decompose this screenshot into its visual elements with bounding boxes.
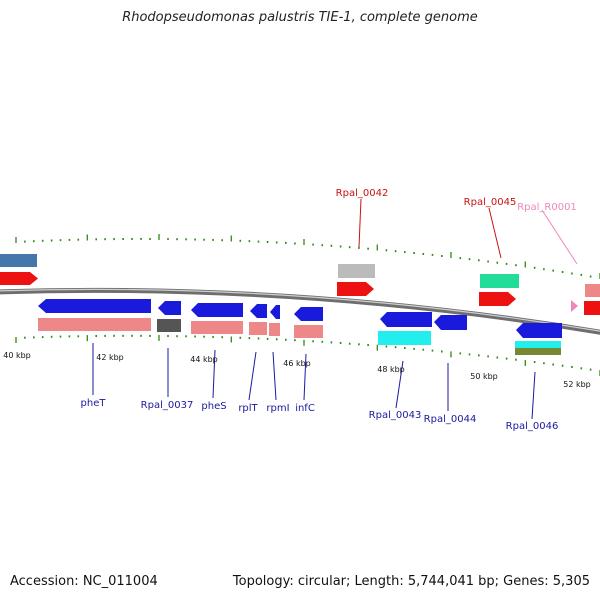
gene-label-Rpal_0037: Rpal_0037	[141, 400, 194, 411]
label-leader-lines	[92, 343, 536, 420]
gene-bar-rpmI	[269, 323, 280, 336]
rna-Rpal_R0001	[571, 300, 578, 312]
scale-label-46kbp: 46 kbp	[283, 359, 311, 368]
outer-scale-ticks	[15, 234, 600, 279]
label-leader-rna	[541, 209, 578, 265]
scale-label-50kbp: 50 kbp	[470, 372, 498, 381]
cds-infC	[294, 307, 323, 321]
gene-bar-pheT	[38, 318, 151, 331]
gene-bar-pheS	[191, 321, 243, 334]
gene-label-Rpal_0043: Rpal_0043	[369, 410, 422, 421]
cds-Rpal_0044	[434, 315, 467, 330]
gene-bar-Rpal_0043	[378, 331, 431, 345]
gene-bar-rplT	[249, 322, 267, 335]
label-leader-lines-forward	[358, 198, 502, 259]
cds-forward-right-edge	[584, 301, 600, 315]
gene-label-rpmI: rpmI	[266, 403, 289, 414]
gene-label-rplT: rplT	[238, 403, 258, 414]
cds-rpmI	[270, 305, 280, 319]
cds-Rpal_0043	[380, 312, 432, 327]
gene-bar-infC	[294, 325, 323, 338]
scale-label-42kbp: 42 kbp	[96, 353, 124, 362]
gene-label-Rpal_0045: Rpal_0045	[464, 197, 517, 208]
gene-bar-Rpal_0042	[338, 264, 375, 278]
gene-bar-Rpal_0046-olive	[515, 348, 561, 355]
genome-summary-text: Topology: circular; Length: 5,744,041 bp…	[232, 574, 590, 589]
scale-label-52kbp: 52 kbp	[563, 380, 591, 389]
gene-label-Rpal_0044: Rpal_0044	[424, 414, 477, 425]
genome-backbone-highlight	[0, 288, 600, 332]
gene-bar-right-edge	[585, 284, 600, 297]
gene-label-Rpal_0046: Rpal_0046	[506, 421, 559, 432]
cds-pheT	[38, 299, 151, 313]
gene-bar-Rpal_0037	[157, 319, 181, 332]
cds-Rpal_0042	[337, 282, 374, 296]
gene-label-Rpal_0042: Rpal_0042	[336, 188, 389, 199]
accession-text: Accession: NC_011004	[10, 574, 158, 589]
gene-bar-Rpal_0045	[480, 274, 519, 288]
gene-bar-Rpal_0046-cyan	[515, 341, 561, 348]
cds-pheS	[191, 303, 243, 317]
genome-backbone	[0, 287, 600, 335]
gene-label-infC: infC	[295, 403, 315, 414]
cds-forward-left	[0, 272, 38, 285]
cds-Rpal_0045	[479, 292, 516, 306]
page-title: Rhodopseudomonas palustris TIE-1, comple…	[122, 10, 478, 25]
scale-label-44kbp: 44 kbp	[190, 355, 218, 364]
cds-rplT	[250, 304, 267, 318]
cds-Rpal_0037	[158, 301, 181, 315]
cds-Rpal_0046	[516, 323, 562, 338]
gene-bar-steelblue-left	[0, 254, 37, 267]
scale-label-48kbp: 48 kbp	[377, 365, 405, 374]
gene-label-pheS: pheS	[201, 401, 226, 412]
scale-label-40kbp: 40 kbp	[3, 351, 31, 360]
gene-label-pheT: pheT	[81, 398, 107, 409]
gene-label-Rpal_R0001: Rpal_R0001	[517, 202, 577, 213]
inner-scale-ticks	[15, 334, 600, 376]
